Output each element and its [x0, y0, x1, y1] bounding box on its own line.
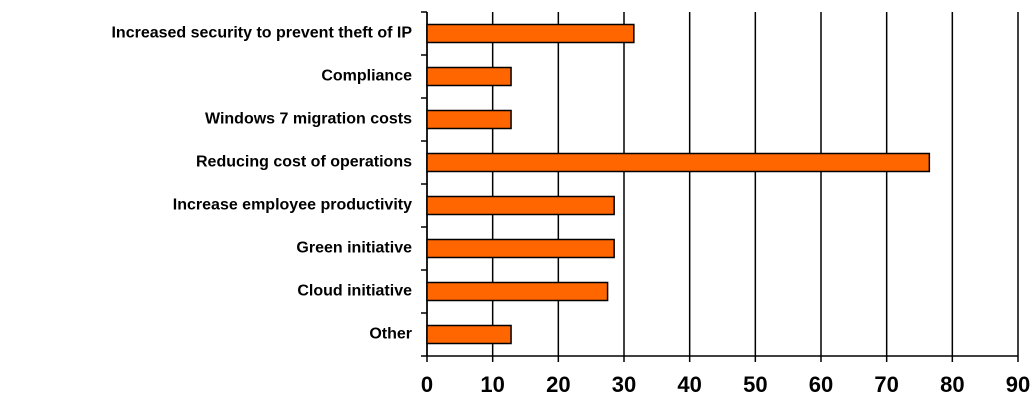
bar — [426, 238, 615, 259]
y-tick-label: Compliance — [321, 68, 412, 85]
bar — [426, 281, 609, 302]
bar — [426, 195, 615, 216]
x-tick-label: 10 — [480, 372, 504, 397]
x-tick-label: 60 — [809, 372, 833, 397]
x-tick-label: 80 — [940, 372, 964, 397]
x-tick-label: 50 — [743, 372, 767, 397]
y-tick-label: Increase employee productivity — [173, 197, 412, 214]
y-tick-label: Green initiative — [296, 240, 412, 257]
x-tick-label: 30 — [612, 372, 636, 397]
bar — [426, 324, 512, 345]
x-tick-label: 90 — [1006, 372, 1030, 397]
x-tick-label: 40 — [677, 372, 701, 397]
y-tick-label: Windows 7 migration costs — [205, 111, 412, 128]
bar — [426, 152, 931, 173]
y-tick-label: Other — [369, 326, 412, 343]
y-tick-label: Cloud initiative — [297, 283, 412, 300]
x-tick-label: 0 — [421, 372, 433, 397]
y-tick-label: Increased security to prevent theft of I… — [111, 25, 412, 42]
x-tick-label: 20 — [546, 372, 570, 397]
bar — [426, 23, 635, 44]
y-tick-label: Reducing cost of operations — [196, 154, 412, 171]
x-tick-label: 70 — [874, 372, 898, 397]
bar — [426, 66, 512, 87]
bar — [426, 109, 512, 130]
